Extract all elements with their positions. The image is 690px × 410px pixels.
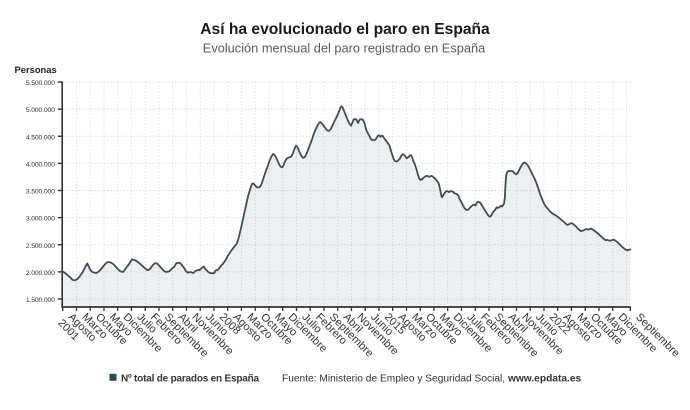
svg-text:5.500.000: 5.500.000: [26, 80, 55, 87]
svg-text:Evolución mensual del paro reg: Evolución mensual del paro registrado en…: [203, 41, 486, 56]
svg-text:1.500.000: 1.500.000: [26, 297, 55, 304]
svg-text:Así ha evolucionado el paro en: Así ha evolucionado el paro en España: [200, 21, 490, 38]
svg-text:3.000.000: 3.000.000: [26, 216, 55, 223]
svg-text:2.500.000: 2.500.000: [26, 243, 55, 250]
svg-text:4.000.000: 4.000.000: [26, 161, 55, 168]
svg-text:5.000.000: 5.000.000: [26, 107, 55, 114]
svg-text:Nº total de parados en España: Nº total de parados en España: [121, 374, 260, 385]
svg-text:4.500.000: 4.500.000: [26, 134, 55, 141]
svg-text:2.000.000: 2.000.000: [26, 270, 55, 277]
svg-text:3.500.000: 3.500.000: [26, 189, 55, 196]
svg-text:Personas: Personas: [15, 64, 57, 75]
svg-text:Fuente: Ministerio de Empleo y: Fuente: Ministerio de Empleo y Seguridad…: [282, 374, 582, 385]
